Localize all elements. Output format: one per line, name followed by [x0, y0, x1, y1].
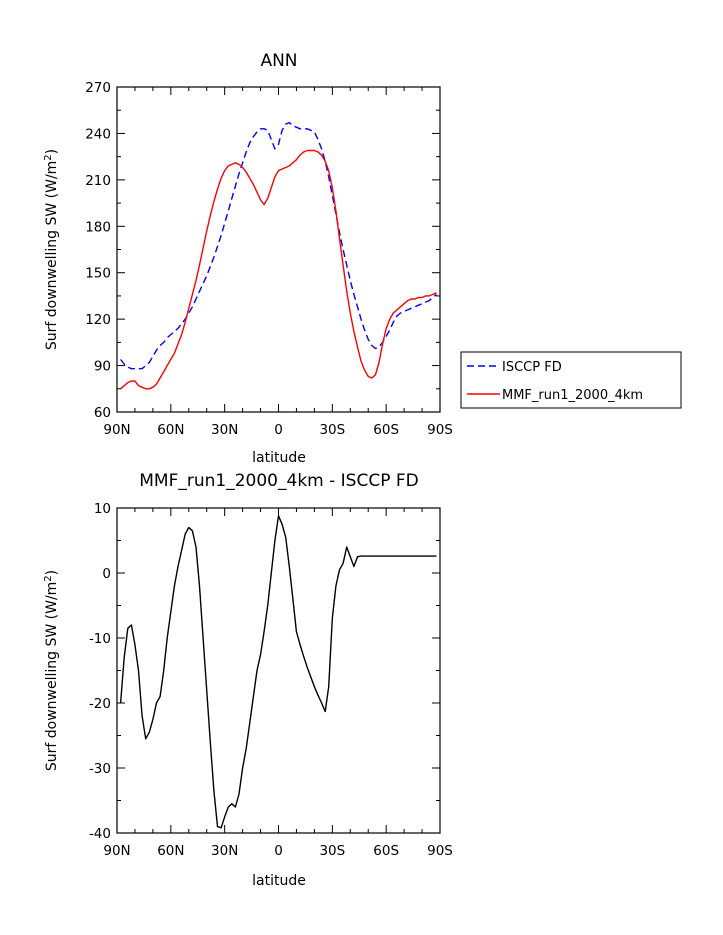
- x-tick-label: 90N: [103, 843, 130, 859]
- x-tick-label: 60N: [157, 422, 184, 438]
- legend-label-isccp: ISCCP FD: [502, 360, 562, 375]
- bottom-x-axis-label: latitude: [252, 873, 306, 889]
- y-tick-label: -10: [89, 631, 111, 647]
- x-tick-label: 0: [274, 422, 283, 438]
- bottom-chart: MMF_run1_2000_4km - ISCCP FD -40 -30 -20 -1…: [43, 471, 453, 889]
- series-line-1-0: [119, 515, 437, 829]
- y-tick-label: 150: [85, 266, 111, 282]
- top-x-axis-label: latitude: [252, 450, 306, 466]
- y-tick-label: -20: [89, 696, 111, 712]
- y-tick-label: 210: [85, 173, 111, 189]
- y-tick-label: 180: [85, 219, 111, 235]
- top-chart-title: ANN: [260, 51, 297, 71]
- x-tick-label: 30S: [319, 422, 345, 438]
- x-tick-label: 30N: [211, 422, 238, 438]
- x-tick-label: 60N: [157, 843, 184, 859]
- x-tick-label: 90N: [103, 422, 130, 438]
- x-tick-label: 90S: [427, 843, 453, 859]
- y-tick-label: 120: [85, 312, 111, 328]
- x-tick-label: 0: [274, 843, 283, 859]
- y-tick-label: 0: [102, 566, 111, 582]
- legend: ISCCP FD MMF_run1_2000_4km: [460, 351, 682, 409]
- top-plot-frame: [116, 86, 441, 413]
- y-tick-label: 90: [94, 359, 111, 375]
- y-tick-label: -40: [89, 826, 111, 842]
- series-line-0-0: [120, 121, 437, 370]
- y-tick-label: 60: [94, 405, 111, 421]
- x-tick-label: 60S: [373, 843, 399, 859]
- series-line-0-1: [120, 149, 437, 390]
- x-tick-label: 60S: [373, 422, 399, 438]
- bottom-y-axis-label: Surf downwelling SW (W/m2): [43, 570, 61, 771]
- legend-box: [460, 351, 682, 409]
- y-tick-label: 270: [85, 80, 111, 96]
- x-tick-label: 30S: [319, 843, 345, 859]
- x-tick-label: 30N: [211, 843, 238, 859]
- top-chart: ANN 60 90 120 150 180 210 240 270 90N 60N 30N 0 30S 6…: [43, 51, 682, 466]
- y-tick-label: 10: [94, 501, 111, 517]
- top-y-axis-label: Surf downwelling SW (W/m2): [43, 149, 61, 350]
- bottom-chart-title: MMF_run1_2000_4km - ISCCP FD: [139, 471, 418, 491]
- y-tick-label: -30: [89, 761, 111, 777]
- y-tick-label: 240: [85, 126, 111, 142]
- x-tick-label: 90S: [427, 422, 453, 438]
- legend-label-mmf: MMF_run1_2000_4km: [502, 388, 643, 403]
